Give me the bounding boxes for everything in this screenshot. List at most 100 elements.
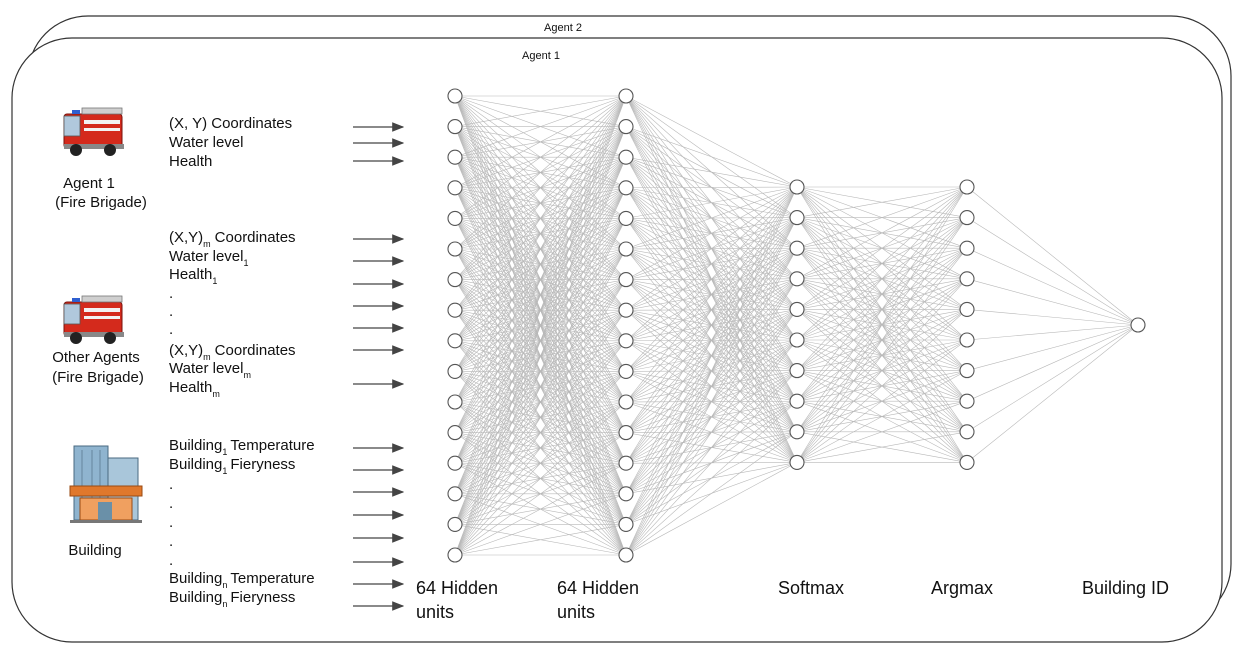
hidden1-node: [447, 241, 463, 257]
network-edge: [625, 126, 798, 188]
network-edge: [966, 324, 1139, 433]
feature-agentm-coordinates-2: (X,Y)m Coordinates: [169, 342, 296, 362]
argmax-node: [959, 393, 975, 409]
hidden2-node: [618, 272, 634, 288]
softmax-node: [789, 301, 805, 317]
network-edge: [625, 186, 798, 311]
network-edge: [625, 186, 798, 403]
network-edge: [454, 95, 627, 189]
argmax-node: [959, 424, 975, 440]
argmax-node: [959, 454, 975, 470]
hidden1-node: [447, 394, 463, 410]
softmax-node: [789, 363, 805, 379]
network-edge: [796, 400, 968, 463]
network-edge: [454, 279, 627, 556]
softmax-node: [789, 454, 805, 470]
hidden-layer-1-label: 64 Hidden units: [416, 578, 498, 622]
softmax-node: [789, 271, 805, 287]
network-edge: [966, 186, 1139, 326]
hidden2-node: [618, 180, 634, 196]
agent1-name: Agent 1: [63, 175, 115, 192]
network-edge: [454, 95, 627, 494]
ellipsis-dot: .: [169, 303, 173, 320]
network-edge: [625, 186, 798, 433]
network-edge: [454, 187, 627, 556]
hidden2-node: [618, 88, 634, 104]
hidden-layer-2-label: 64 Hidden units: [557, 578, 639, 622]
hidden2-node: [618, 547, 634, 563]
softmax-node: [789, 393, 805, 409]
agent1-frame: [11, 37, 1223, 643]
network-edge: [625, 370, 798, 556]
network-nodes: [447, 88, 1146, 563]
network-edge: [625, 95, 798, 188]
network-edge: [796, 186, 968, 218]
network-edge: [454, 95, 627, 219]
network-edge: [796, 339, 968, 463]
argmax-layer-label: Argmax: [931, 578, 993, 598]
network-edge: [454, 371, 627, 556]
other-agents-name: Other Agents: [52, 349, 140, 366]
network-edge: [454, 493, 627, 556]
argmax-node: [959, 363, 975, 379]
feature-buildingn-temperature: Buildingn Temperature: [169, 570, 315, 590]
feature-agentm-water: Water levelm: [169, 360, 251, 380]
hidden2-node: [618, 363, 634, 379]
network-edge: [454, 157, 627, 556]
hidden1-node: [447, 149, 463, 165]
network-edge: [454, 95, 627, 127]
hidden1-node: [447, 363, 463, 379]
network-edge: [454, 432, 627, 556]
network-edge: [625, 186, 798, 189]
network-edge: [625, 186, 798, 280]
network-edge: [796, 186, 968, 432]
network-edge: [625, 186, 798, 219]
agent2-title: Agent 2: [544, 22, 582, 34]
hidden1-node: [447, 88, 463, 104]
hidden1-node: [447, 516, 463, 532]
feature-agent1-coordinates: (X, Y) Coordinates: [169, 115, 292, 132]
hidden1-node: [447, 547, 463, 563]
network-edge: [625, 186, 798, 556]
network-edge: [454, 95, 627, 464]
network-edge: [625, 278, 798, 556]
hidden1-node: [447, 210, 463, 226]
argmax-node: [959, 240, 975, 256]
network-edge: [966, 309, 1139, 326]
agent1-type: (Fire Brigade): [55, 194, 147, 211]
network-edge: [454, 401, 627, 556]
network-edge: [454, 95, 627, 158]
agent1-title: Agent 1: [522, 50, 560, 62]
network-edge: [625, 309, 798, 556]
hidden2-node: [618, 241, 634, 257]
network-edge: [796, 248, 968, 463]
hidden2-node: [618, 486, 634, 502]
network-edge: [796, 186, 968, 280]
hidden2-node: [618, 425, 634, 441]
network-edge: [966, 324, 1139, 341]
network-edge: [454, 218, 627, 556]
hidden1-node: [447, 119, 463, 135]
softmax-layer-label: Softmax: [778, 578, 844, 598]
hidden2-node: [618, 149, 634, 165]
network-edge: [625, 462, 798, 556]
argmax-node: [959, 301, 975, 317]
network-edge: [966, 247, 1139, 326]
hidden2-node: [618, 119, 634, 135]
network-edge: [454, 340, 627, 556]
network-edge: [454, 95, 627, 433]
network-edge: [625, 186, 798, 342]
hidden2-node: [618, 455, 634, 471]
softmax-node: [789, 424, 805, 440]
other-agents-type: (Fire Brigade): [52, 369, 144, 386]
feature-agent1-health-indexed: Health1: [169, 266, 217, 286]
feature-agent1-health: Health: [169, 153, 212, 170]
network-edge: [625, 431, 798, 556]
feature-building1-temperature: Building1 Temperature: [169, 437, 315, 457]
network-edge: [796, 431, 968, 463]
network-edge: [454, 310, 627, 556]
network-edge: [796, 186, 968, 341]
network-edge: [454, 462, 627, 556]
network-edge: [454, 95, 627, 341]
